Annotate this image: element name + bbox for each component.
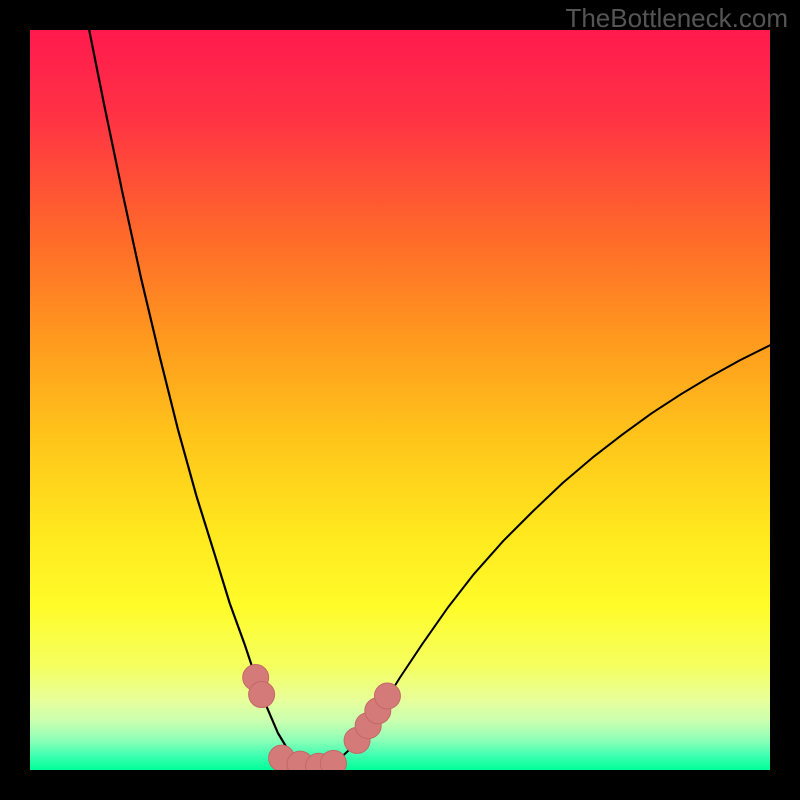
plot-background xyxy=(30,30,770,770)
chart-root: TheBottleneck.com xyxy=(0,0,800,800)
watermark-text: TheBottleneck.com xyxy=(565,3,788,34)
